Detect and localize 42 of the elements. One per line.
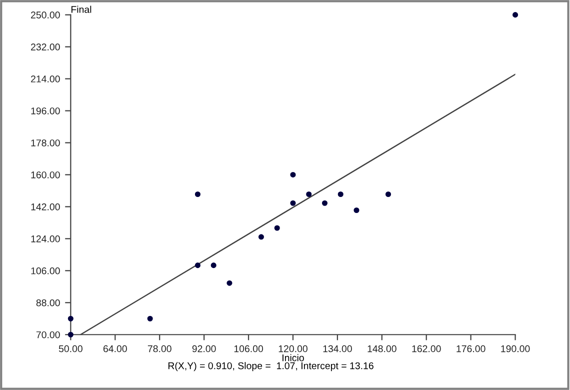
point <box>512 12 518 18</box>
point <box>226 280 232 286</box>
x-tick-label: 190.00 <box>501 345 530 352</box>
point <box>274 225 280 231</box>
y-tick-label: 124.00 <box>31 235 60 242</box>
point <box>68 316 74 322</box>
x-tick-label: 106.00 <box>234 345 264 352</box>
x-tick-label: 176.00 <box>456 345 486 352</box>
point <box>194 262 200 268</box>
x-tick-label: 134.00 <box>323 345 352 352</box>
x-tick-label: 78.00 <box>148 345 172 352</box>
x-axis-title: Inicio <box>282 354 304 362</box>
y-tick-label: 106.00 <box>31 267 60 274</box>
x-tick-label: 64.00 <box>103 345 127 352</box>
x-tick-label: 50.00 <box>58 345 82 352</box>
point <box>385 191 392 198</box>
y-tick-label: 196.00 <box>31 107 60 114</box>
point <box>322 200 328 206</box>
y-tick-label: 142.00 <box>31 203 60 210</box>
point <box>306 191 312 198</box>
y-axis-title: Final <box>71 6 92 13</box>
y-tick-label: 70.00 <box>36 331 60 338</box>
y-tick-label: 160.00 <box>31 171 60 178</box>
y-tick-label: 232.00 <box>31 44 60 50</box>
x-tick-label: 92.00 <box>192 345 216 352</box>
x-tick-label: 120.00 <box>278 345 308 352</box>
point <box>258 234 264 240</box>
point <box>68 332 74 338</box>
point <box>290 172 296 178</box>
y-tick-label: 88.00 <box>36 299 60 306</box>
y-tick-label: 250.00 <box>31 12 60 18</box>
point <box>147 316 153 322</box>
point <box>210 262 216 268</box>
point <box>290 200 296 206</box>
x-tick-label: 162.00 <box>412 345 441 352</box>
y-tick-label: 214.00 <box>31 76 60 82</box>
point <box>338 191 344 198</box>
point <box>194 191 200 198</box>
y-tick-label: 178.00 <box>31 139 60 146</box>
text: R(X,Y) = 0.910, Slope = 1.07, Intercept = 13.16 <box>168 362 374 372</box>
x-tick-label: 148.00 <box>368 345 396 352</box>
point <box>354 207 360 214</box>
